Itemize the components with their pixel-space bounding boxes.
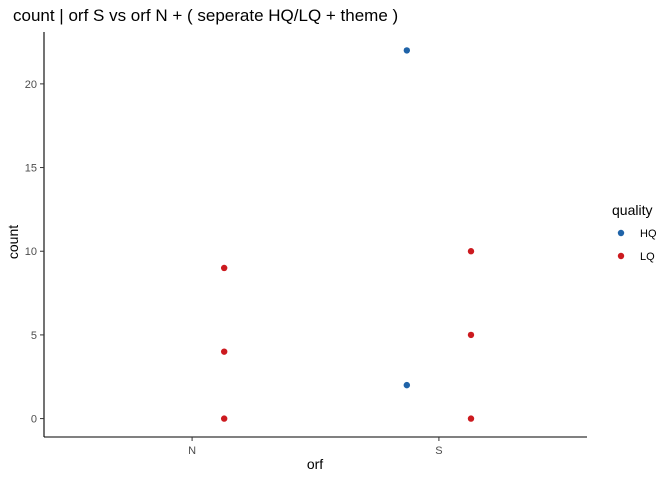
y-tick-label: 0 (31, 414, 37, 426)
y-tick-label: 20 (25, 79, 37, 91)
axes: 0 5 10 15 20 N S (25, 32, 587, 457)
legend-label-hq: HQ (640, 228, 657, 240)
data-point-hq (403, 381, 411, 389)
y-tick-label: 15 (25, 163, 37, 175)
x-tick-label: S (435, 445, 442, 457)
data-point-lq (220, 415, 228, 422)
y-tick-label: 5 (31, 330, 37, 342)
data-point-lq (220, 264, 228, 272)
data-point-lq (220, 348, 228, 355)
data-points (220, 47, 475, 422)
y-tick-label: 10 (25, 246, 37, 258)
data-point-hq (403, 47, 411, 54)
data-point-lq (467, 415, 475, 422)
legend-key-hq (617, 229, 625, 237)
x-axis-title: orf (307, 456, 323, 472)
legend-title: quality (612, 202, 652, 218)
legend-key-lq (617, 252, 625, 260)
y-axis-title: count (5, 225, 21, 259)
x-tick-label: N (188, 445, 196, 457)
chart-title: count | orf S vs orf N + ( seperate HQ/L… (13, 6, 398, 25)
legend: quality HQ LQ (612, 202, 657, 263)
data-point-lq (467, 331, 475, 339)
data-point-lq (467, 248, 475, 255)
legend-label-lq: LQ (640, 251, 655, 263)
